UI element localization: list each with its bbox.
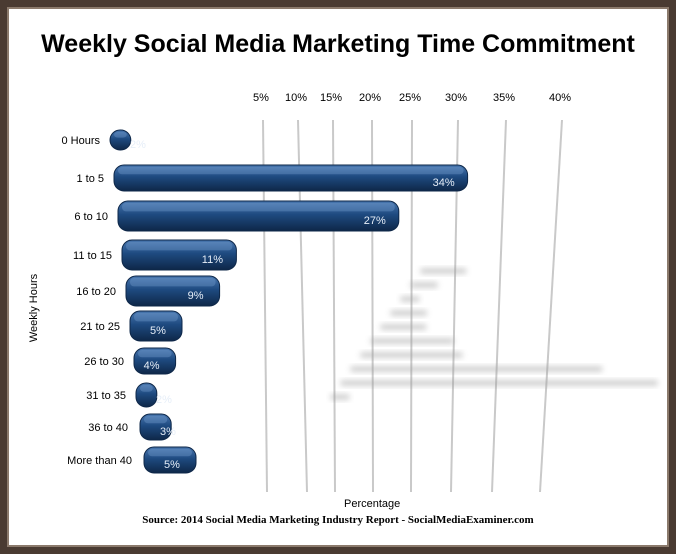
- bar-shadow: [340, 380, 659, 386]
- category-label: 6 to 10: [74, 211, 108, 223]
- bar-highlight: [148, 449, 192, 457]
- chart-title: Weekly Social Media Marketing Time Commi…: [41, 30, 635, 58]
- bar-highlight: [114, 132, 127, 138]
- bar-shadow: [410, 282, 439, 288]
- bar-highlight: [122, 203, 395, 212]
- bar: [133, 347, 177, 375]
- category-label: 11 to 15: [73, 250, 112, 262]
- bar: [129, 310, 183, 342]
- data-label: 34%: [433, 177, 455, 189]
- x-tick-label: 25%: [399, 92, 421, 104]
- category-label: 1 to 5: [76, 173, 104, 185]
- data-label: 5%: [164, 459, 180, 471]
- bar-highlight: [130, 278, 216, 287]
- bar-shadow: [330, 394, 350, 400]
- bar: [109, 129, 132, 151]
- bar: [135, 382, 158, 408]
- data-label: 2%: [130, 139, 146, 151]
- data-label: 4%: [144, 360, 160, 372]
- gridline: [491, 119, 507, 493]
- x-tick-label: 30%: [445, 92, 467, 104]
- data-label: 9%: [188, 290, 204, 302]
- data-label: 2%: [156, 394, 172, 406]
- data-label: 5%: [150, 325, 166, 337]
- category-label: 36 to 40: [88, 422, 128, 434]
- bar-shadow: [400, 296, 420, 302]
- data-label: 3%: [160, 426, 176, 438]
- bar: [143, 446, 197, 474]
- category-label: 16 to 20: [76, 286, 116, 298]
- source-note: Source: 2014 Social Media Marketing Indu…: [142, 514, 534, 526]
- category-label: 0 Hours: [61, 135, 100, 147]
- data-label: 27%: [364, 215, 386, 227]
- bar-highlight: [134, 313, 178, 322]
- x-tick-label: 40%: [549, 92, 571, 104]
- bar: [117, 200, 400, 232]
- bar-shadow: [380, 324, 427, 330]
- bar-highlight: [126, 242, 233, 251]
- bar-shadow: [360, 352, 463, 358]
- bar: [139, 413, 172, 441]
- category-label: More than 40: [67, 455, 132, 467]
- x-tick-label: 10%: [285, 92, 307, 104]
- bar-shadow: [390, 310, 428, 316]
- bar-highlight: [118, 167, 464, 175]
- bar-shadow: [350, 366, 603, 372]
- bar: [125, 275, 221, 307]
- bar-highlight: [144, 416, 168, 424]
- category-label: 31 to 35: [86, 390, 126, 402]
- bar: [113, 164, 469, 192]
- bar-shadow: [370, 338, 455, 344]
- x-tick-label: 15%: [320, 92, 342, 104]
- bar-shadow: [420, 268, 467, 274]
- y-axis-label: Weekly Hours: [28, 273, 40, 343]
- bar: [121, 239, 237, 271]
- x-tick-label: 35%: [493, 92, 515, 104]
- data-label: 11%: [202, 254, 223, 266]
- x-axis-label: Percentage: [344, 498, 401, 510]
- category-label: 26 to 30: [84, 356, 124, 368]
- x-tick-label: 5%: [253, 92, 269, 104]
- gridline: [539, 119, 563, 493]
- bar-highlight: [140, 385, 153, 392]
- x-tick-label: 20%: [359, 92, 381, 104]
- category-label: 21 to 25: [80, 321, 120, 333]
- bar-highlight: [138, 350, 172, 358]
